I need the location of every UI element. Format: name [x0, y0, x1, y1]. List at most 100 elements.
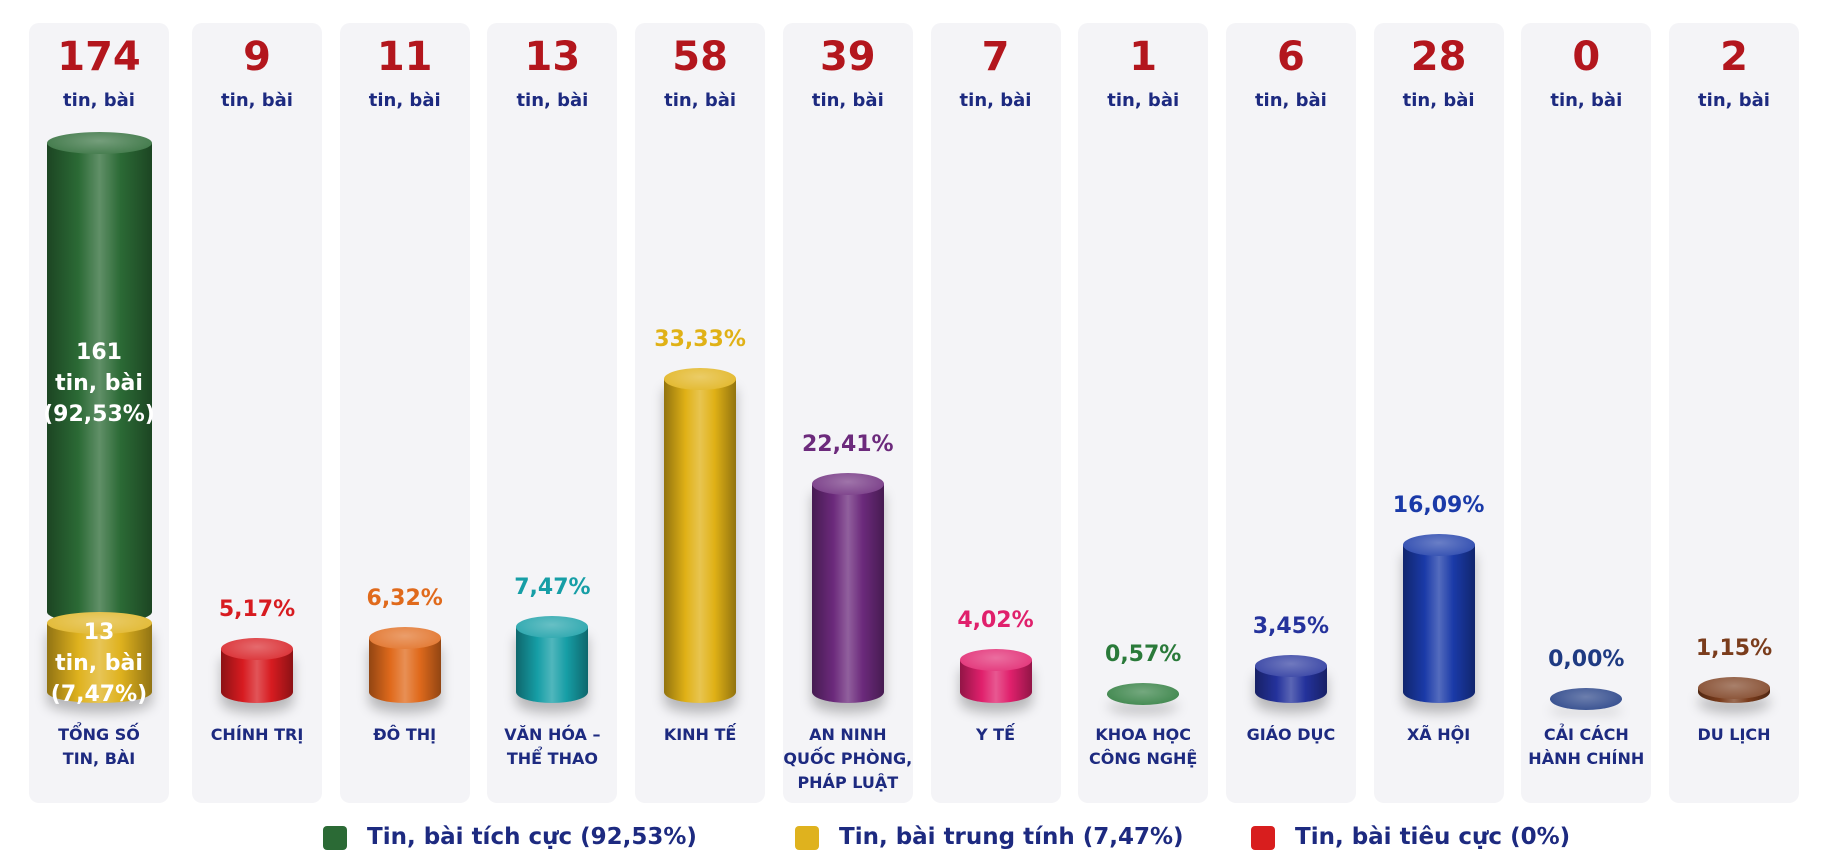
category-label: VĂN HÓA – THỂ THAO	[477, 723, 627, 771]
count: 13	[524, 34, 581, 80]
category-label: DU LỊCH	[1659, 723, 1809, 747]
unit: tin, bài	[664, 90, 737, 111]
bar	[1107, 682, 1180, 705]
cylinder-top	[1402, 533, 1475, 556]
legend-label: Tin, bài tiêu cực (0%)	[1295, 824, 1571, 850]
label-line: XÃ HỘI	[1406, 725, 1471, 744]
label-line: KHOA HỌC	[1095, 725, 1192, 744]
label-line: Y TẾ	[976, 725, 1015, 744]
percent-label: 16,09%	[1392, 492, 1485, 518]
category-label: XÃ HỘI	[1364, 723, 1514, 747]
cylinder-top	[46, 611, 152, 634]
unit: tin, bài	[959, 90, 1032, 111]
cylinder-top	[221, 638, 293, 661]
category-label: ĐÔ THỊ	[330, 723, 480, 747]
percent-label: 7,47%	[514, 575, 591, 601]
cylinder-top	[1550, 688, 1623, 710]
count: 39	[819, 34, 876, 80]
count: 0	[1572, 34, 1601, 80]
percent-label: 4,02%	[957, 608, 1034, 634]
label-line: AN NINH	[809, 725, 887, 744]
count: 1	[1129, 34, 1158, 80]
count: 58	[672, 34, 728, 80]
bar	[221, 638, 293, 703]
count: 2	[1720, 34, 1748, 80]
unit: tin, bài	[516, 90, 589, 111]
category-label: TỔNG SỐ TIN, BÀI	[29, 723, 169, 771]
percent-label: 1,15%	[1695, 635, 1773, 661]
segment-count: 161	[76, 340, 122, 366]
legend-label: Tin, bài tích cực (92,53%)	[367, 824, 697, 850]
bar	[811, 472, 884, 703]
unit: tin, bài	[1550, 90, 1623, 111]
segment-unit: tin, bài	[55, 371, 143, 397]
bar	[1402, 533, 1475, 703]
label-line: CHÍNH TRỊ	[210, 725, 304, 744]
label-line: THỂ THAO	[506, 749, 598, 768]
legend-label: Tin, bài trung tính (7,47%)	[839, 824, 1184, 850]
count: 28	[1410, 34, 1467, 80]
label-line: TỔNG SỐ	[58, 725, 140, 744]
unit: tin, bài	[811, 90, 884, 111]
cylinder-top	[664, 368, 737, 391]
unit: tin, bài	[1107, 90, 1180, 111]
bar	[664, 368, 737, 703]
cylinder-top	[516, 616, 589, 639]
segment-label: 13 tin, bài (7,47%)	[29, 617, 169, 710]
label-line: VĂN HÓA –	[504, 725, 601, 744]
unit: tin, bài	[1254, 90, 1327, 111]
bar	[959, 649, 1032, 703]
count: 174	[57, 34, 141, 80]
percent-label: 0,00%	[1548, 647, 1625, 672]
category-label: CẢI CÁCH HÀNH CHÍNH	[1511, 723, 1661, 771]
category-label: AN NINH QUỐC PHÒNG, PHÁP LUẬT	[773, 723, 923, 795]
label-line: KINH TẾ	[663, 725, 737, 744]
label-line: HÀNH CHÍNH	[1528, 749, 1645, 768]
percent-label: 33,33%	[654, 327, 746, 353]
label-line: ĐÔ THỊ	[373, 725, 437, 744]
legend-swatch	[1251, 826, 1275, 850]
percent-label: 6,32%	[366, 586, 443, 612]
bar	[1550, 688, 1623, 710]
stack-segment	[46, 132, 152, 623]
unit: tin, bài	[63, 90, 135, 111]
panel	[1078, 23, 1209, 803]
percent-label: 22,41%	[801, 431, 894, 457]
segment-label: 161 tin, bài (92,53%)	[29, 337, 169, 430]
unit: tin, bài	[1698, 90, 1770, 111]
bar	[516, 616, 589, 703]
count: 11	[376, 34, 433, 80]
unit: tin, bài	[221, 90, 293, 111]
cylinder-top	[1698, 676, 1770, 699]
cylinder-top	[959, 649, 1032, 672]
label-line: DU LỊCH	[1697, 725, 1771, 744]
legend-swatch	[323, 826, 347, 850]
unit: tin, bài	[1402, 90, 1475, 111]
count: 6	[1276, 34, 1305, 80]
segment-unit: tin, bài	[55, 650, 143, 676]
cylinder-top	[368, 627, 441, 650]
cylinder-top	[46, 132, 152, 155]
category-label: Y TẾ	[921, 723, 1071, 747]
percent-label: 5,17%	[218, 597, 296, 623]
bar	[1254, 654, 1327, 703]
percent-label: 0,57%	[1105, 641, 1182, 667]
category-label: GIÁO DỤC	[1216, 723, 1366, 747]
legend-swatch	[795, 826, 819, 850]
label-line: CÔNG NGHỆ	[1089, 749, 1198, 768]
cylinder-top	[811, 472, 884, 495]
panel	[1521, 23, 1652, 803]
bar	[368, 627, 441, 703]
percent-label: 3,45%	[1252, 613, 1330, 639]
count: 9	[243, 34, 271, 80]
label-line: GIÁO DỤC	[1246, 725, 1336, 744]
count: 7	[981, 34, 1010, 80]
cylinder-top	[1254, 654, 1327, 677]
segment-percent: (7,47%)	[50, 681, 148, 707]
label-line: CẢI CÁCH	[1543, 725, 1629, 744]
category-label: KHOA HỌC CÔNG NGHỆ	[1068, 723, 1218, 771]
label-line: PHÁP LUẬT	[797, 773, 899, 792]
label-line: TIN, BÀI	[62, 749, 136, 768]
label-line: QUỐC PHÒNG,	[783, 749, 913, 768]
